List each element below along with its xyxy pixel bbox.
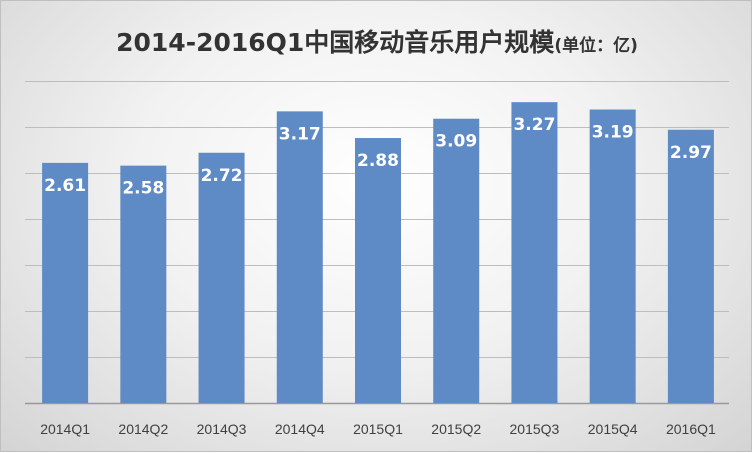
data-label: 2.72: [201, 166, 243, 186]
x-tick-label: 2014Q4: [275, 421, 325, 437]
x-tick-label: 2015Q1: [353, 421, 403, 437]
data-label: 2.58: [122, 179, 164, 199]
data-label: 3.27: [513, 115, 555, 135]
x-tick-label: 2015Q3: [510, 421, 560, 437]
bar: [276, 111, 323, 404]
data-label: 2.61: [44, 176, 86, 196]
data-label: 3.09: [435, 132, 477, 152]
bar: [667, 129, 714, 403]
data-label: 2.88: [357, 151, 399, 171]
x-tick-label: 2014Q1: [40, 421, 90, 437]
bar: [120, 165, 167, 403]
bar: [355, 138, 401, 404]
data-label: 3.19: [592, 123, 634, 143]
bar: [433, 118, 480, 403]
data-label: 3.17: [279, 124, 321, 144]
x-tick-label: 2016Q1: [666, 421, 716, 437]
x-tick-label: 2014Q2: [118, 421, 168, 437]
title-main: 2014-2016Q1中国移动音乐用户规模: [116, 28, 555, 57]
x-tick-label: 2015Q2: [431, 421, 481, 437]
bar: [511, 102, 558, 403]
bar: [42, 162, 89, 403]
title-unit: (单位：亿): [554, 36, 638, 56]
bar: [198, 152, 245, 403]
data-label: 2.97: [670, 143, 712, 163]
x-tick-label: 2015Q4: [588, 421, 638, 437]
x-tick-label: 2014Q3: [197, 421, 247, 437]
chart-title: 2014-2016Q1中国移动音乐用户规模(单位：亿): [1, 23, 752, 59]
bar: [589, 109, 636, 404]
